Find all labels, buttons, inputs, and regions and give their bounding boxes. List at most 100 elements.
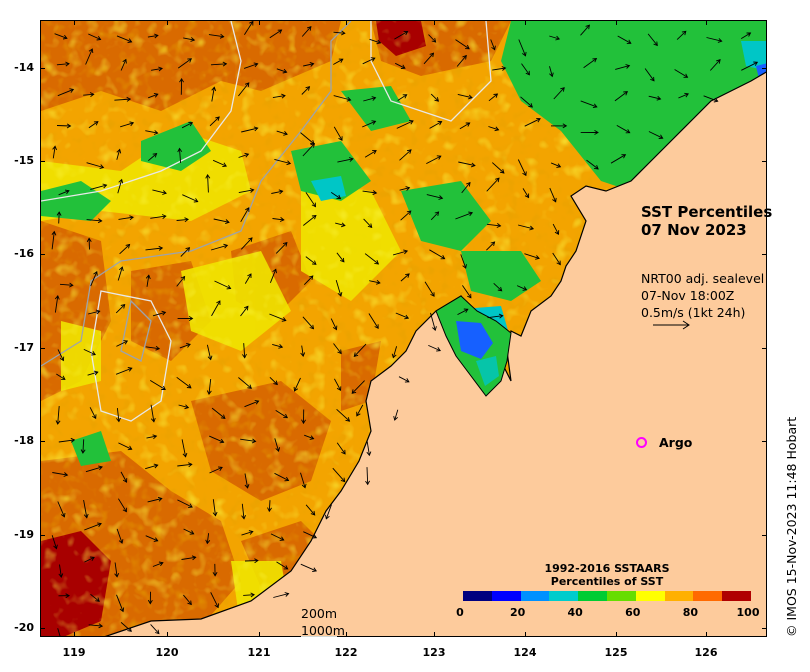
current-vector (241, 503, 245, 519)
current-vector (146, 435, 157, 439)
current-vector-head (522, 171, 527, 177)
y-tick (762, 348, 767, 349)
current-vector-head (658, 134, 664, 139)
current-vector-head (345, 417, 351, 422)
current-vector (85, 48, 93, 65)
current-vector (181, 122, 193, 129)
current-vector-head (185, 247, 191, 252)
colorbar-title-line1: 1992-2016 SSTAARS (544, 562, 670, 575)
current-vector (209, 435, 224, 443)
argo-float-marker[interactable] (636, 437, 647, 448)
current-vector (549, 35, 560, 40)
current-vector (181, 439, 187, 457)
current-vector (459, 122, 470, 130)
current-vector (238, 377, 252, 389)
current-vector-head (267, 507, 272, 513)
current-vector-head (592, 57, 598, 63)
y-tick (762, 68, 767, 69)
current-vector (369, 280, 380, 284)
current-vector-head (251, 438, 257, 444)
current-vector-head (556, 163, 562, 168)
current-vector (488, 93, 498, 102)
current-vector (118, 216, 134, 220)
current-vector (59, 283, 73, 286)
current-vector-head (374, 324, 379, 330)
current-vector-head (187, 58, 193, 63)
current-vector-head (249, 21, 254, 26)
current-vector-head (118, 539, 124, 544)
current-vector (57, 501, 65, 517)
current-vector (301, 26, 312, 37)
current-vector (396, 120, 414, 129)
colorbar-swatch (635, 591, 665, 601)
current-vector (364, 150, 377, 158)
current-vector-head (310, 143, 316, 148)
contour-1000m-loop (90, 290, 172, 422)
lat-label: -14 (14, 61, 34, 74)
current-vector-head (341, 30, 346, 36)
current-vector (152, 562, 164, 567)
current-vector-head (222, 162, 227, 168)
king-sound-cyan (476, 356, 499, 386)
current-vector (458, 161, 475, 167)
current-vector (362, 120, 376, 128)
current-vector (616, 125, 630, 134)
current-vector (176, 276, 185, 287)
current-vector (332, 467, 346, 482)
current-vector-head (253, 126, 259, 132)
current-vector-head (125, 243, 131, 249)
current-vector-head (336, 386, 342, 392)
current-vector-head (310, 510, 316, 516)
sst-map[interactable] (41, 21, 767, 637)
current-vector-head (219, 438, 225, 444)
current-vector (145, 464, 158, 470)
current-vector-head (122, 58, 127, 64)
current-vector-head (536, 117, 541, 123)
current-vector-head (162, 190, 167, 195)
current-vector-head (341, 449, 346, 455)
current-vector-head (127, 367, 133, 372)
current-vector-head (154, 629, 160, 635)
current-vector-head (717, 38, 723, 43)
current-vector-head (308, 275, 314, 281)
map-panel[interactable] (40, 20, 767, 637)
current-vector (58, 190, 70, 196)
current-vector (57, 406, 60, 425)
current-vector-head (495, 177, 500, 183)
current-vector-head (65, 593, 70, 599)
current-vector-head (370, 57, 376, 62)
current-vector-head (86, 237, 92, 243)
current-vector (120, 471, 127, 483)
current-vector-head (434, 211, 440, 216)
current-vector-head (150, 417, 156, 423)
current-vector (552, 252, 561, 265)
current-vector-head (241, 515, 247, 520)
current-vector (210, 592, 219, 608)
current-vector (177, 499, 193, 508)
current-vector (148, 153, 157, 162)
current-vector-head (158, 245, 164, 251)
current-vector (206, 344, 212, 360)
current-vector (149, 380, 166, 390)
current-vector (362, 190, 377, 194)
current-vector-head (366, 451, 372, 457)
current-vector (423, 52, 434, 65)
current-vector-head (409, 120, 414, 125)
current-vector (364, 253, 379, 265)
current-vector-head (311, 260, 317, 265)
current-vector (429, 121, 442, 129)
current-vector-head (283, 565, 289, 570)
current-vector (516, 285, 527, 291)
colorbar-swatch (693, 591, 723, 601)
current-vector (244, 473, 249, 488)
x-tick (706, 20, 707, 25)
current-vector (274, 438, 280, 452)
current-vector-head (371, 120, 377, 125)
y-tick (762, 628, 767, 629)
current-vector (54, 295, 59, 313)
current-vector (520, 96, 533, 108)
vector-source: NRT00 adj. sealevel (641, 271, 765, 286)
current-vector (336, 408, 350, 422)
current-vector-head (184, 404, 190, 410)
current-vector (457, 308, 469, 316)
